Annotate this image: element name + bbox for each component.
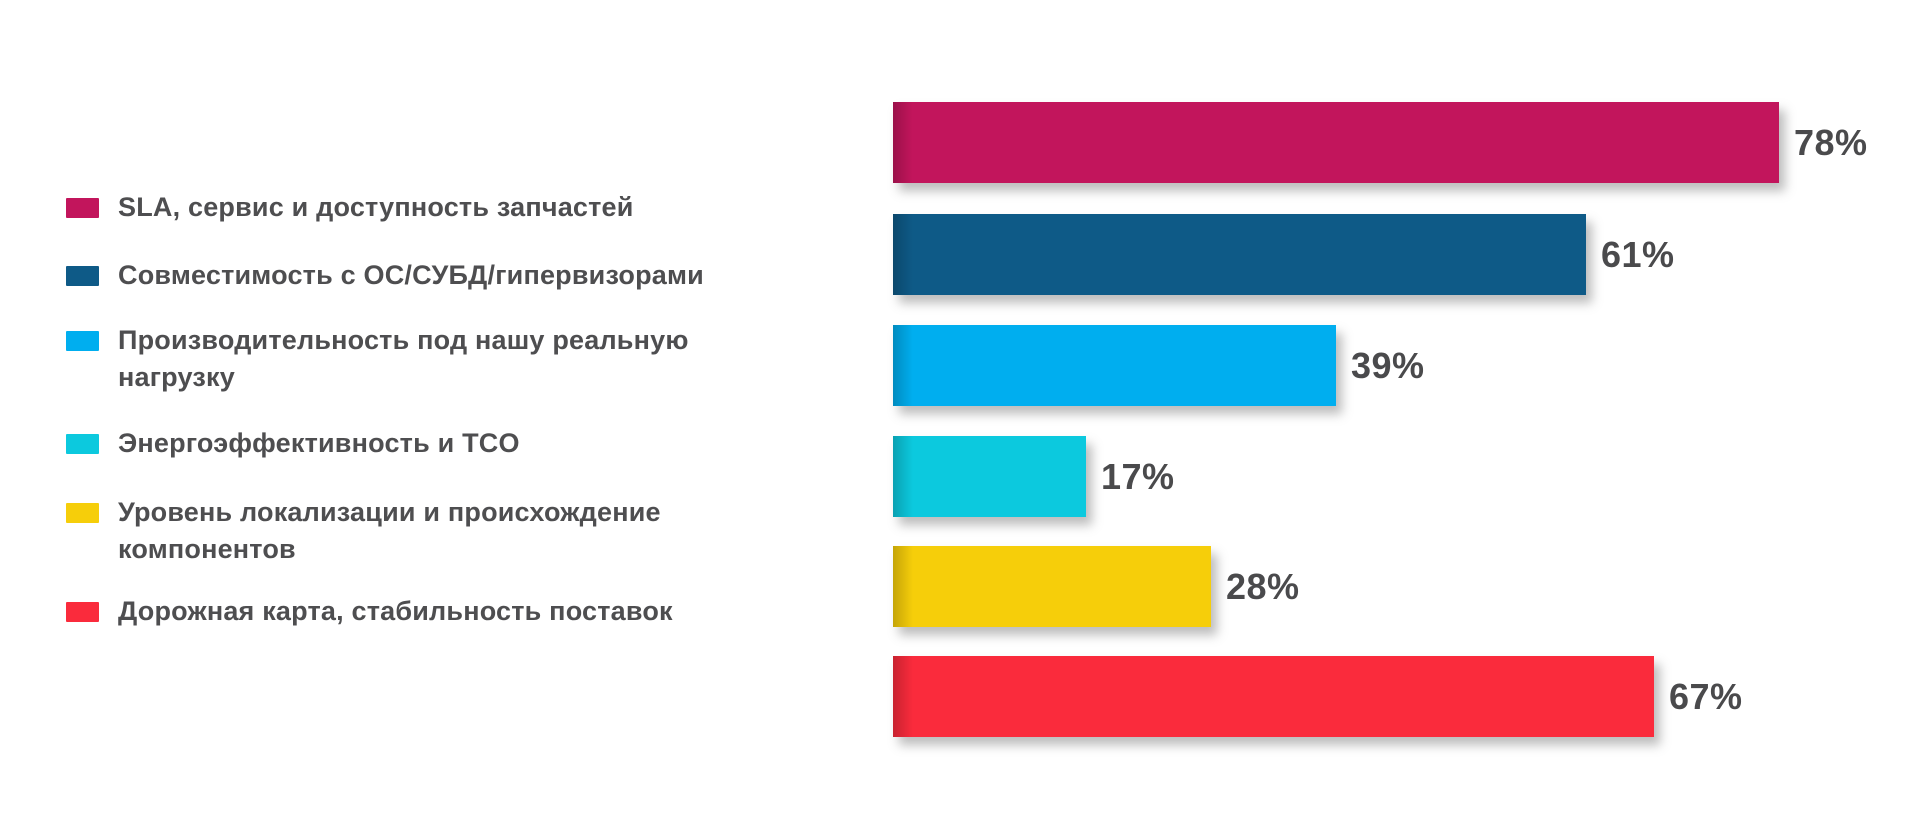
legend-swatch [66, 602, 99, 622]
bar [893, 325, 1336, 406]
legend-label: Дорожная карта, стабильность поставок [118, 596, 673, 626]
bar-row: 61% [893, 214, 1675, 295]
legend-label: Энергоэффективность и TCO [118, 428, 520, 458]
bar-value-label: 67% [1669, 675, 1743, 717]
bar-value-label: 17% [1101, 455, 1175, 497]
legend-swatch [66, 266, 99, 286]
bar [893, 546, 1211, 627]
legend-label: Совместимость с ОС/СУБД/гипервизорами [118, 260, 704, 290]
bar-value-label: 61% [1601, 233, 1675, 275]
legend-swatch [66, 331, 99, 351]
legend-label: SLA, сервис и доступность запчастей [118, 192, 634, 222]
legend-item: SLA, сервис и доступность запчастей [66, 189, 718, 226]
bar-row: 67% [893, 656, 1743, 737]
legend-swatch [66, 198, 99, 218]
legend-label: Производительность под нашу реальную наг… [118, 325, 689, 392]
bar-row: 17% [893, 436, 1175, 517]
bar [893, 102, 1779, 183]
bar [893, 214, 1586, 295]
bar-value-label: 78% [1794, 121, 1868, 163]
bar [893, 656, 1654, 737]
bar [893, 436, 1086, 517]
legend-swatch [66, 503, 99, 523]
legend-item: Энергоэффективность и TCO [66, 425, 718, 462]
bar-row: 28% [893, 546, 1300, 627]
bar-row: 39% [893, 325, 1425, 406]
bar-value-label: 39% [1351, 344, 1425, 386]
legend-item: Совместимость с ОС/СУБД/гипервизорами [66, 257, 718, 294]
legend-swatch [66, 434, 99, 454]
legend-label: Уровень локализации и происхождение комп… [118, 497, 661, 564]
bar-row: 78% [893, 102, 1868, 183]
bar-value-label: 28% [1226, 565, 1300, 607]
legend-item: Уровень локализации и происхождение комп… [66, 494, 718, 568]
legend-item: Дорожная карта, стабильность поставок [66, 593, 718, 630]
legend-item: Производительность под нашу реальную наг… [66, 322, 718, 396]
